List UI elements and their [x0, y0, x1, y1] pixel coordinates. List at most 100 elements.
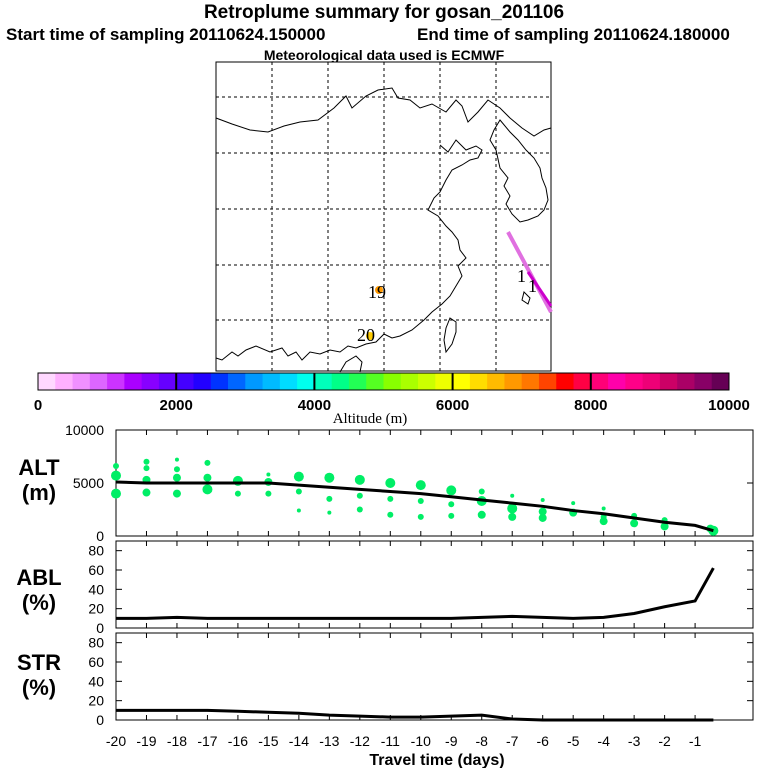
colorbar-swatch [435, 373, 453, 390]
alt-point [417, 498, 424, 505]
alt-point [111, 488, 121, 499]
colorbar-swatch [469, 373, 488, 390]
x-tick-label: -12 [350, 733, 370, 749]
colorbar-swatch [55, 373, 73, 390]
colorbar-swatch [418, 373, 436, 390]
colorbar-swatch [331, 373, 350, 390]
alt-point [510, 493, 515, 498]
colorbar-swatch [245, 373, 263, 390]
colorbar-swatch [193, 373, 212, 390]
x-tick-label: -7 [506, 733, 519, 749]
colorbar-swatch [383, 373, 402, 390]
x-tick-label: -13 [319, 733, 339, 749]
x-tick-label: -9 [445, 733, 458, 749]
colorbar-swatch [228, 373, 246, 390]
colorbar-swatch [487, 373, 505, 390]
x-tick-label: -5 [567, 733, 580, 749]
abl-panel-label: ABL (%) [16, 565, 62, 615]
alt-point [172, 489, 181, 498]
colorbar-swatch [366, 373, 384, 390]
map-graticule [216, 62, 551, 371]
colorbar-swatch [400, 373, 419, 390]
colorbar-swatch [141, 373, 160, 390]
alt-mean-line [115, 480, 714, 533]
alt-point [324, 472, 335, 483]
abl-panel-label-text: ABL [16, 565, 62, 590]
y-tick-label: 0 [96, 528, 104, 544]
alt-panel-label-text: ALT [18, 455, 60, 480]
colorbar-swatch [538, 373, 557, 390]
alt-point [385, 478, 396, 488]
alt-point [415, 480, 426, 491]
alt-point [172, 473, 181, 482]
y-tick-label: 0 [96, 712, 104, 728]
marker-20-dot [366, 332, 374, 340]
x-tick-label: -3 [628, 733, 641, 749]
colorbar-swatch [625, 373, 644, 390]
colorbar-swatch [107, 373, 125, 390]
colorbar-tick-label: 8000 [574, 397, 607, 414]
alt-point [538, 507, 547, 516]
colorbar-frame [37, 372, 730, 391]
alt-point [540, 497, 545, 502]
alt-point [142, 488, 151, 497]
chart-title: Retroplume summary for gosan_201106 [203, 2, 565, 23]
colorbar-swatch [556, 373, 574, 390]
trajectory-track-dense [526, 271, 553, 307]
alt-point [387, 511, 394, 518]
alt-point [202, 484, 213, 495]
alt-point [113, 463, 119, 470]
colorbar-swatch [659, 373, 678, 390]
coastlines [215, 87, 552, 373]
y-tick-label: 80 [88, 635, 104, 651]
x-tick-label: -16 [228, 733, 248, 749]
colorbar-swatch [573, 373, 592, 390]
x-tick-label: -20 [106, 733, 126, 749]
alt-point [571, 501, 576, 506]
colorbar-swatch [89, 373, 108, 390]
str-panel-label: STR (%) [17, 650, 61, 700]
y-tick-label: 60 [88, 654, 104, 670]
alt-point [507, 503, 518, 514]
colorbar-swatch [38, 373, 56, 390]
str-series-line [116, 708, 714, 722]
alt-point [173, 466, 180, 473]
start-time-label: Start time of sampling 20110624.150000 [6, 25, 326, 44]
alt-point [204, 459, 211, 466]
x-axis-label: Travel time (days) [369, 752, 504, 768]
alt-point [448, 501, 455, 508]
colorbar-tick-label: 10000 [708, 397, 750, 414]
colorbar-swatch [158, 373, 177, 390]
alt-point [660, 522, 669, 531]
colorbar-swatch [642, 373, 661, 390]
str-panel-frame [115, 632, 754, 721]
alt-point [203, 473, 212, 482]
colorbar-ticks: 0 2000 4000 6000 8000 10000 [34, 373, 750, 414]
colorbar-swatch [348, 373, 367, 390]
alt-point [295, 488, 302, 495]
marker-1b-label: 1 [528, 276, 537, 296]
x-tick-label: -10 [411, 733, 431, 749]
x-tick-label: -17 [197, 733, 217, 749]
x-tick-label: -18 [167, 733, 187, 749]
marker-20-label: 20 [357, 325, 375, 345]
altitude-colorbar [37, 372, 730, 391]
str-panel-label-text: STR [17, 650, 61, 675]
alt-point [174, 457, 179, 462]
alt-point [326, 495, 333, 502]
y-tick-label: 80 [88, 543, 104, 559]
alt-point [143, 458, 150, 465]
colorbar-swatch [452, 373, 471, 390]
colorbar-swatch [590, 373, 609, 390]
colorbar-swatch [711, 373, 730, 390]
colorbar-swatch [72, 373, 91, 390]
colorbar-swatch [521, 373, 540, 390]
colorbar-tick-label: 0 [34, 397, 42, 414]
alt-point [477, 510, 486, 519]
alt-point [478, 488, 485, 495]
colorbar-swatch [262, 373, 281, 390]
alt-point [293, 471, 304, 482]
abl-panel-frame [115, 540, 754, 629]
x-tick-label: -4 [597, 733, 610, 749]
